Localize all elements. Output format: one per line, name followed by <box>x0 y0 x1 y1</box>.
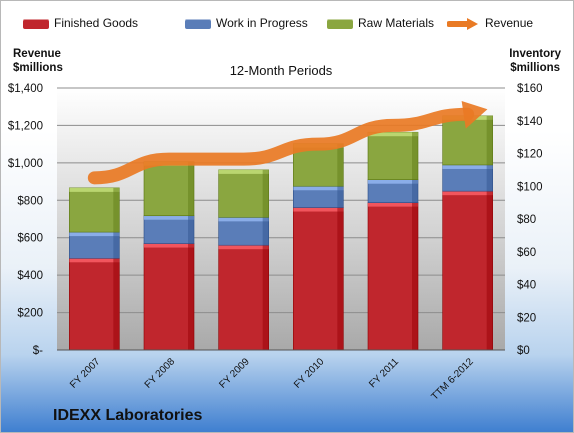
left-tick-label: $800 <box>17 195 43 207</box>
bar-work-in-progress <box>218 217 269 246</box>
revenue-line <box>87 107 475 185</box>
bar-raw-materials <box>143 161 195 217</box>
company-title: IDEXX Laboratories <box>53 407 203 424</box>
bar-finished-goods <box>293 207 344 351</box>
right-tick-label: $120 <box>517 149 543 161</box>
left-tick-label: $1,000 <box>8 158 43 170</box>
left-axis-title: Revenue $millions <box>13 47 63 75</box>
left-tick-label: $600 <box>17 233 43 245</box>
legend-label-revenue: Revenue <box>485 16 534 30</box>
bar-work-in-progress <box>69 231 120 259</box>
chart-title: 12-Month Periods <box>229 63 333 78</box>
right-axis-title-line2: $millions <box>510 62 561 74</box>
bar-raw-materials <box>218 169 269 218</box>
category-label: FY 2009 <box>217 356 252 391</box>
category-label: TTM 6-2012 <box>429 356 476 403</box>
bar-work-in-progress <box>143 215 195 244</box>
right-tick-label: $160 <box>517 83 543 95</box>
bar-finished-goods <box>367 202 419 351</box>
category-label: FY 2007 <box>68 356 103 391</box>
legend-swatch-work-in-progress <box>185 19 211 29</box>
category-label: FY 2011 <box>367 356 401 390</box>
right-tick-label: $80 <box>517 214 536 226</box>
plot-area <box>57 88 505 350</box>
bar-finished-goods <box>442 190 493 351</box>
left-axis-title-line2: $millions <box>13 62 63 74</box>
right-tick-label: $40 <box>517 280 536 292</box>
bars <box>69 115 493 351</box>
right-axis-title-line1: Inventory <box>509 48 561 60</box>
right-tick-label: $20 <box>517 312 536 324</box>
left-axis-title-line1: Revenue <box>13 48 61 60</box>
right-tick-label: $60 <box>517 247 536 259</box>
category-label: FY 2008 <box>143 356 178 391</box>
bar-raw-materials <box>69 187 120 233</box>
bar-raw-materials <box>367 131 419 180</box>
legend-swatch-raw-materials <box>327 19 353 29</box>
left-tick-label: $400 <box>17 270 43 282</box>
legend-swatch-finished-goods <box>23 19 49 29</box>
bar-finished-goods <box>69 257 120 351</box>
left-tick-label: $1,200 <box>8 120 43 132</box>
right-tick-label: $0 <box>517 345 530 357</box>
bar-finished-goods <box>218 244 269 351</box>
revenue-arrowhead <box>461 100 488 129</box>
right-tick-label: $140 <box>517 116 543 128</box>
legend-label-finished-goods: Finished Goods <box>54 16 139 30</box>
bar-work-in-progress <box>367 179 419 203</box>
category-label: FY 2010 <box>292 356 327 391</box>
left-tick-label: $200 <box>17 308 43 320</box>
left-tick-label: $- <box>33 345 43 357</box>
right-tick-label: $100 <box>517 181 543 193</box>
legend-label-raw-materials: Raw Materials <box>358 16 435 30</box>
right-axis-title: Inventory $millions <box>509 47 561 75</box>
bar-work-in-progress <box>293 185 344 208</box>
left-tick-label: $1,400 <box>8 83 43 95</box>
revenue-series <box>87 100 488 185</box>
legend-label-work-in-progress: Work in Progress <box>216 16 308 30</box>
bar-work-in-progress <box>442 164 493 192</box>
legend-swatch-revenue <box>447 18 478 30</box>
bar-finished-goods <box>143 243 195 351</box>
